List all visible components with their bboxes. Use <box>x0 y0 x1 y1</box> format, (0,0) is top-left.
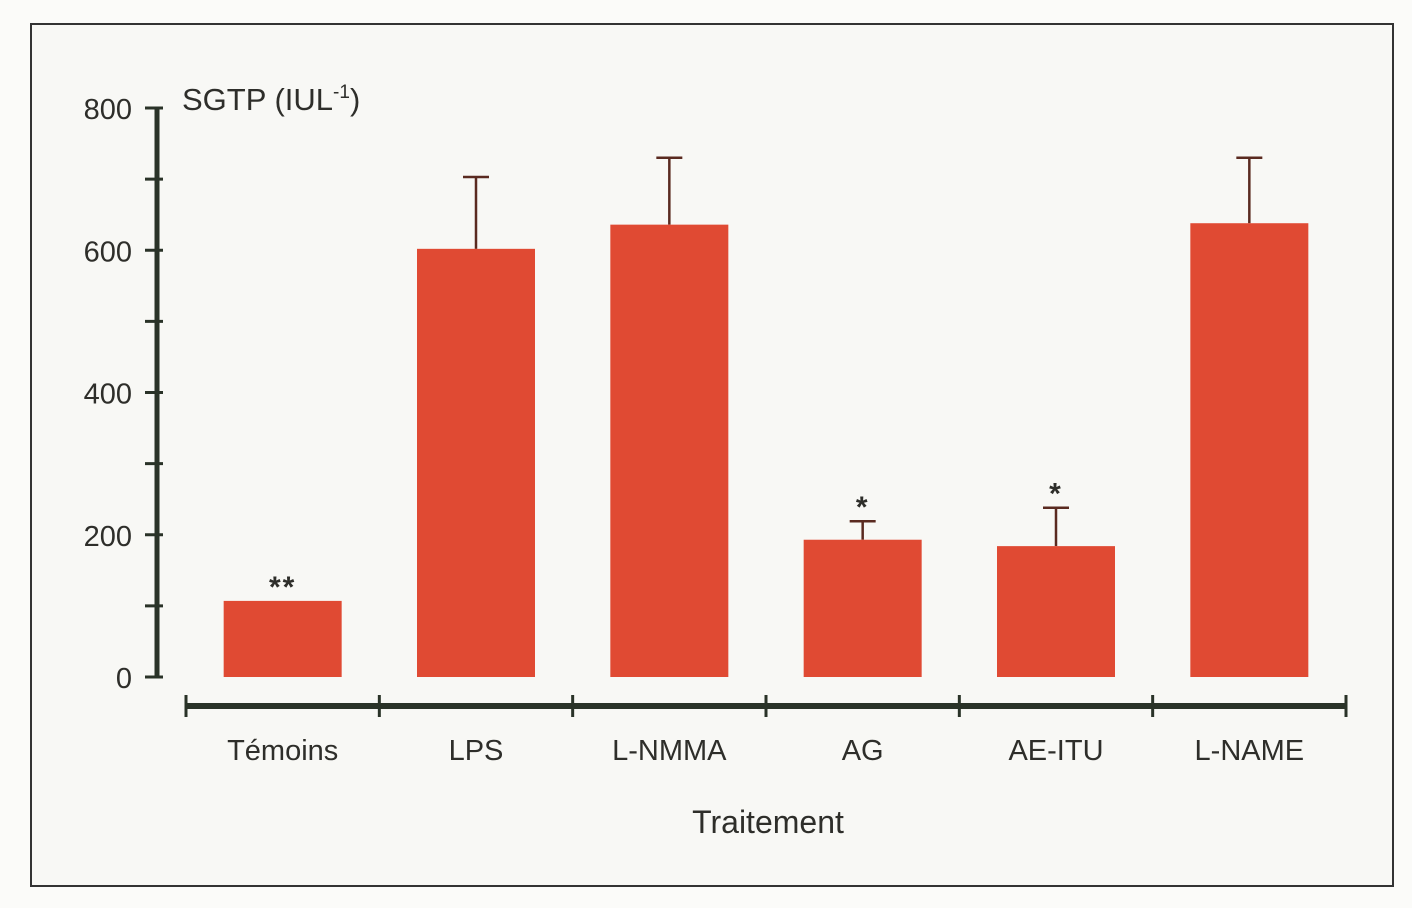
bar-l-name <box>1190 223 1309 677</box>
bar-ag <box>803 539 922 677</box>
x-tick-label: LPS <box>449 735 504 767</box>
x-tick-label: Témoins <box>227 735 338 767</box>
x-tick-label: L-NAME <box>1195 735 1305 767</box>
x-tick-label: AG <box>842 735 884 767</box>
significance-marker: ** <box>269 571 296 604</box>
x-tick-label: AE-ITU <box>1008 735 1103 767</box>
bar-ae-itu <box>997 546 1115 677</box>
y-tick-label: 0 <box>116 663 132 695</box>
x-tick-label: L-NMMA <box>612 735 727 767</box>
bar-l-nmma <box>610 224 729 677</box>
y-tick-label: 200 <box>84 521 132 553</box>
bar-lps <box>417 248 535 677</box>
y-tick-label: 600 <box>84 236 132 268</box>
significance-marker: * <box>856 491 870 524</box>
bar-t-moins <box>223 600 342 677</box>
significance-marker: * <box>1049 478 1063 511</box>
x-axis: Témoins LPS L-NMMA AG AE-ITU L-NAME <box>184 695 1348 767</box>
y-tick-label: 800 <box>84 94 132 126</box>
x-axis-label: Traitement <box>692 804 844 840</box>
bars: *** * <box>223 156 1309 677</box>
y-tick-label: 400 <box>84 379 132 411</box>
y-axis-label: SGTP (IUL-1) <box>182 82 360 117</box>
y-axis: 0 200 400 600 800 <box>84 94 163 695</box>
